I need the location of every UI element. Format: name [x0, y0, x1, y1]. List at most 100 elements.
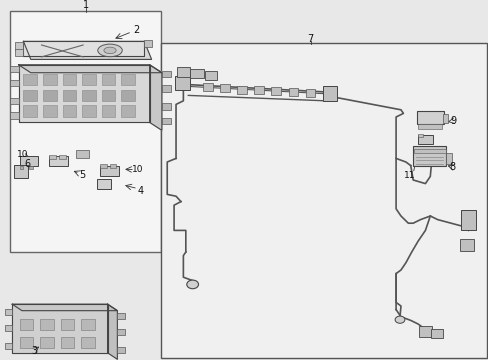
Bar	[237, 86, 246, 94]
Polygon shape	[12, 304, 107, 353]
Text: 11: 11	[403, 171, 415, 180]
Bar	[49, 155, 56, 159]
Bar	[76, 150, 89, 158]
Bar	[49, 156, 68, 166]
Bar	[288, 88, 298, 96]
Bar	[417, 134, 422, 137]
Bar	[40, 319, 54, 330]
Bar	[59, 155, 66, 159]
Bar	[109, 164, 116, 168]
Bar	[121, 90, 135, 101]
Bar	[82, 90, 96, 101]
Bar	[29, 166, 33, 169]
Text: 3: 3	[31, 346, 37, 356]
Bar	[23, 105, 37, 117]
Bar	[162, 118, 170, 124]
Bar	[10, 112, 19, 119]
Bar	[418, 326, 431, 337]
Bar	[82, 74, 96, 85]
Bar	[10, 98, 19, 104]
Polygon shape	[19, 65, 149, 122]
Polygon shape	[149, 65, 162, 130]
Bar	[416, 111, 443, 124]
Bar	[62, 90, 76, 101]
Bar	[102, 90, 115, 101]
Bar	[162, 103, 170, 110]
Bar	[81, 319, 95, 330]
Bar	[161, 43, 486, 358]
Bar	[417, 124, 441, 129]
Bar	[15, 42, 23, 50]
Bar	[117, 329, 124, 335]
Bar	[190, 69, 203, 78]
Bar	[417, 135, 432, 144]
Bar	[97, 179, 111, 189]
Bar	[20, 166, 23, 169]
Bar	[271, 87, 281, 95]
Bar	[121, 74, 135, 85]
Bar	[162, 71, 170, 77]
Bar	[220, 84, 229, 92]
Text: 9: 9	[450, 116, 456, 126]
Bar	[412, 146, 446, 166]
Text: 10: 10	[132, 165, 143, 174]
Bar	[305, 89, 315, 97]
Bar	[175, 76, 189, 90]
Bar	[43, 74, 57, 85]
Bar	[23, 74, 37, 85]
Polygon shape	[19, 65, 162, 73]
Bar	[205, 71, 217, 80]
Bar	[5, 325, 12, 331]
Bar	[413, 149, 445, 153]
Ellipse shape	[104, 47, 116, 54]
Bar	[61, 337, 74, 348]
Bar	[10, 80, 19, 86]
Bar	[62, 105, 76, 117]
Text: 7: 7	[307, 33, 313, 44]
Circle shape	[394, 316, 404, 323]
Bar	[144, 40, 151, 47]
Polygon shape	[12, 304, 117, 311]
Bar	[102, 105, 115, 117]
Bar	[460, 210, 475, 230]
Bar	[5, 309, 12, 315]
Text: 5: 5	[79, 170, 85, 180]
Bar	[117, 313, 124, 319]
Polygon shape	[107, 304, 117, 359]
Bar	[429, 328, 442, 338]
Bar	[100, 164, 107, 168]
Bar	[82, 105, 96, 117]
Bar	[20, 319, 33, 330]
Bar	[254, 86, 264, 94]
Circle shape	[186, 280, 198, 289]
Bar	[459, 239, 473, 251]
Bar	[23, 90, 37, 101]
Polygon shape	[23, 41, 144, 56]
Bar	[10, 11, 161, 252]
Bar	[10, 66, 19, 72]
Bar	[162, 85, 170, 92]
Bar	[117, 347, 124, 353]
Text: 8: 8	[448, 162, 454, 172]
Polygon shape	[23, 41, 151, 59]
Bar	[20, 156, 38, 166]
Ellipse shape	[98, 44, 122, 57]
Bar	[43, 90, 57, 101]
Text: 2: 2	[133, 24, 139, 35]
Bar	[121, 105, 135, 117]
Text: 4: 4	[138, 186, 143, 196]
Bar	[15, 49, 23, 56]
Bar	[81, 337, 95, 348]
Bar	[43, 105, 57, 117]
Bar	[322, 86, 337, 101]
Text: 1: 1	[82, 0, 88, 10]
Text: 10: 10	[17, 150, 29, 159]
Bar	[446, 153, 451, 164]
Bar	[102, 74, 115, 85]
Bar	[203, 83, 212, 91]
Bar	[62, 74, 76, 85]
Bar	[61, 319, 74, 330]
Bar	[5, 343, 12, 349]
Bar	[40, 337, 54, 348]
Text: 6: 6	[25, 159, 31, 169]
